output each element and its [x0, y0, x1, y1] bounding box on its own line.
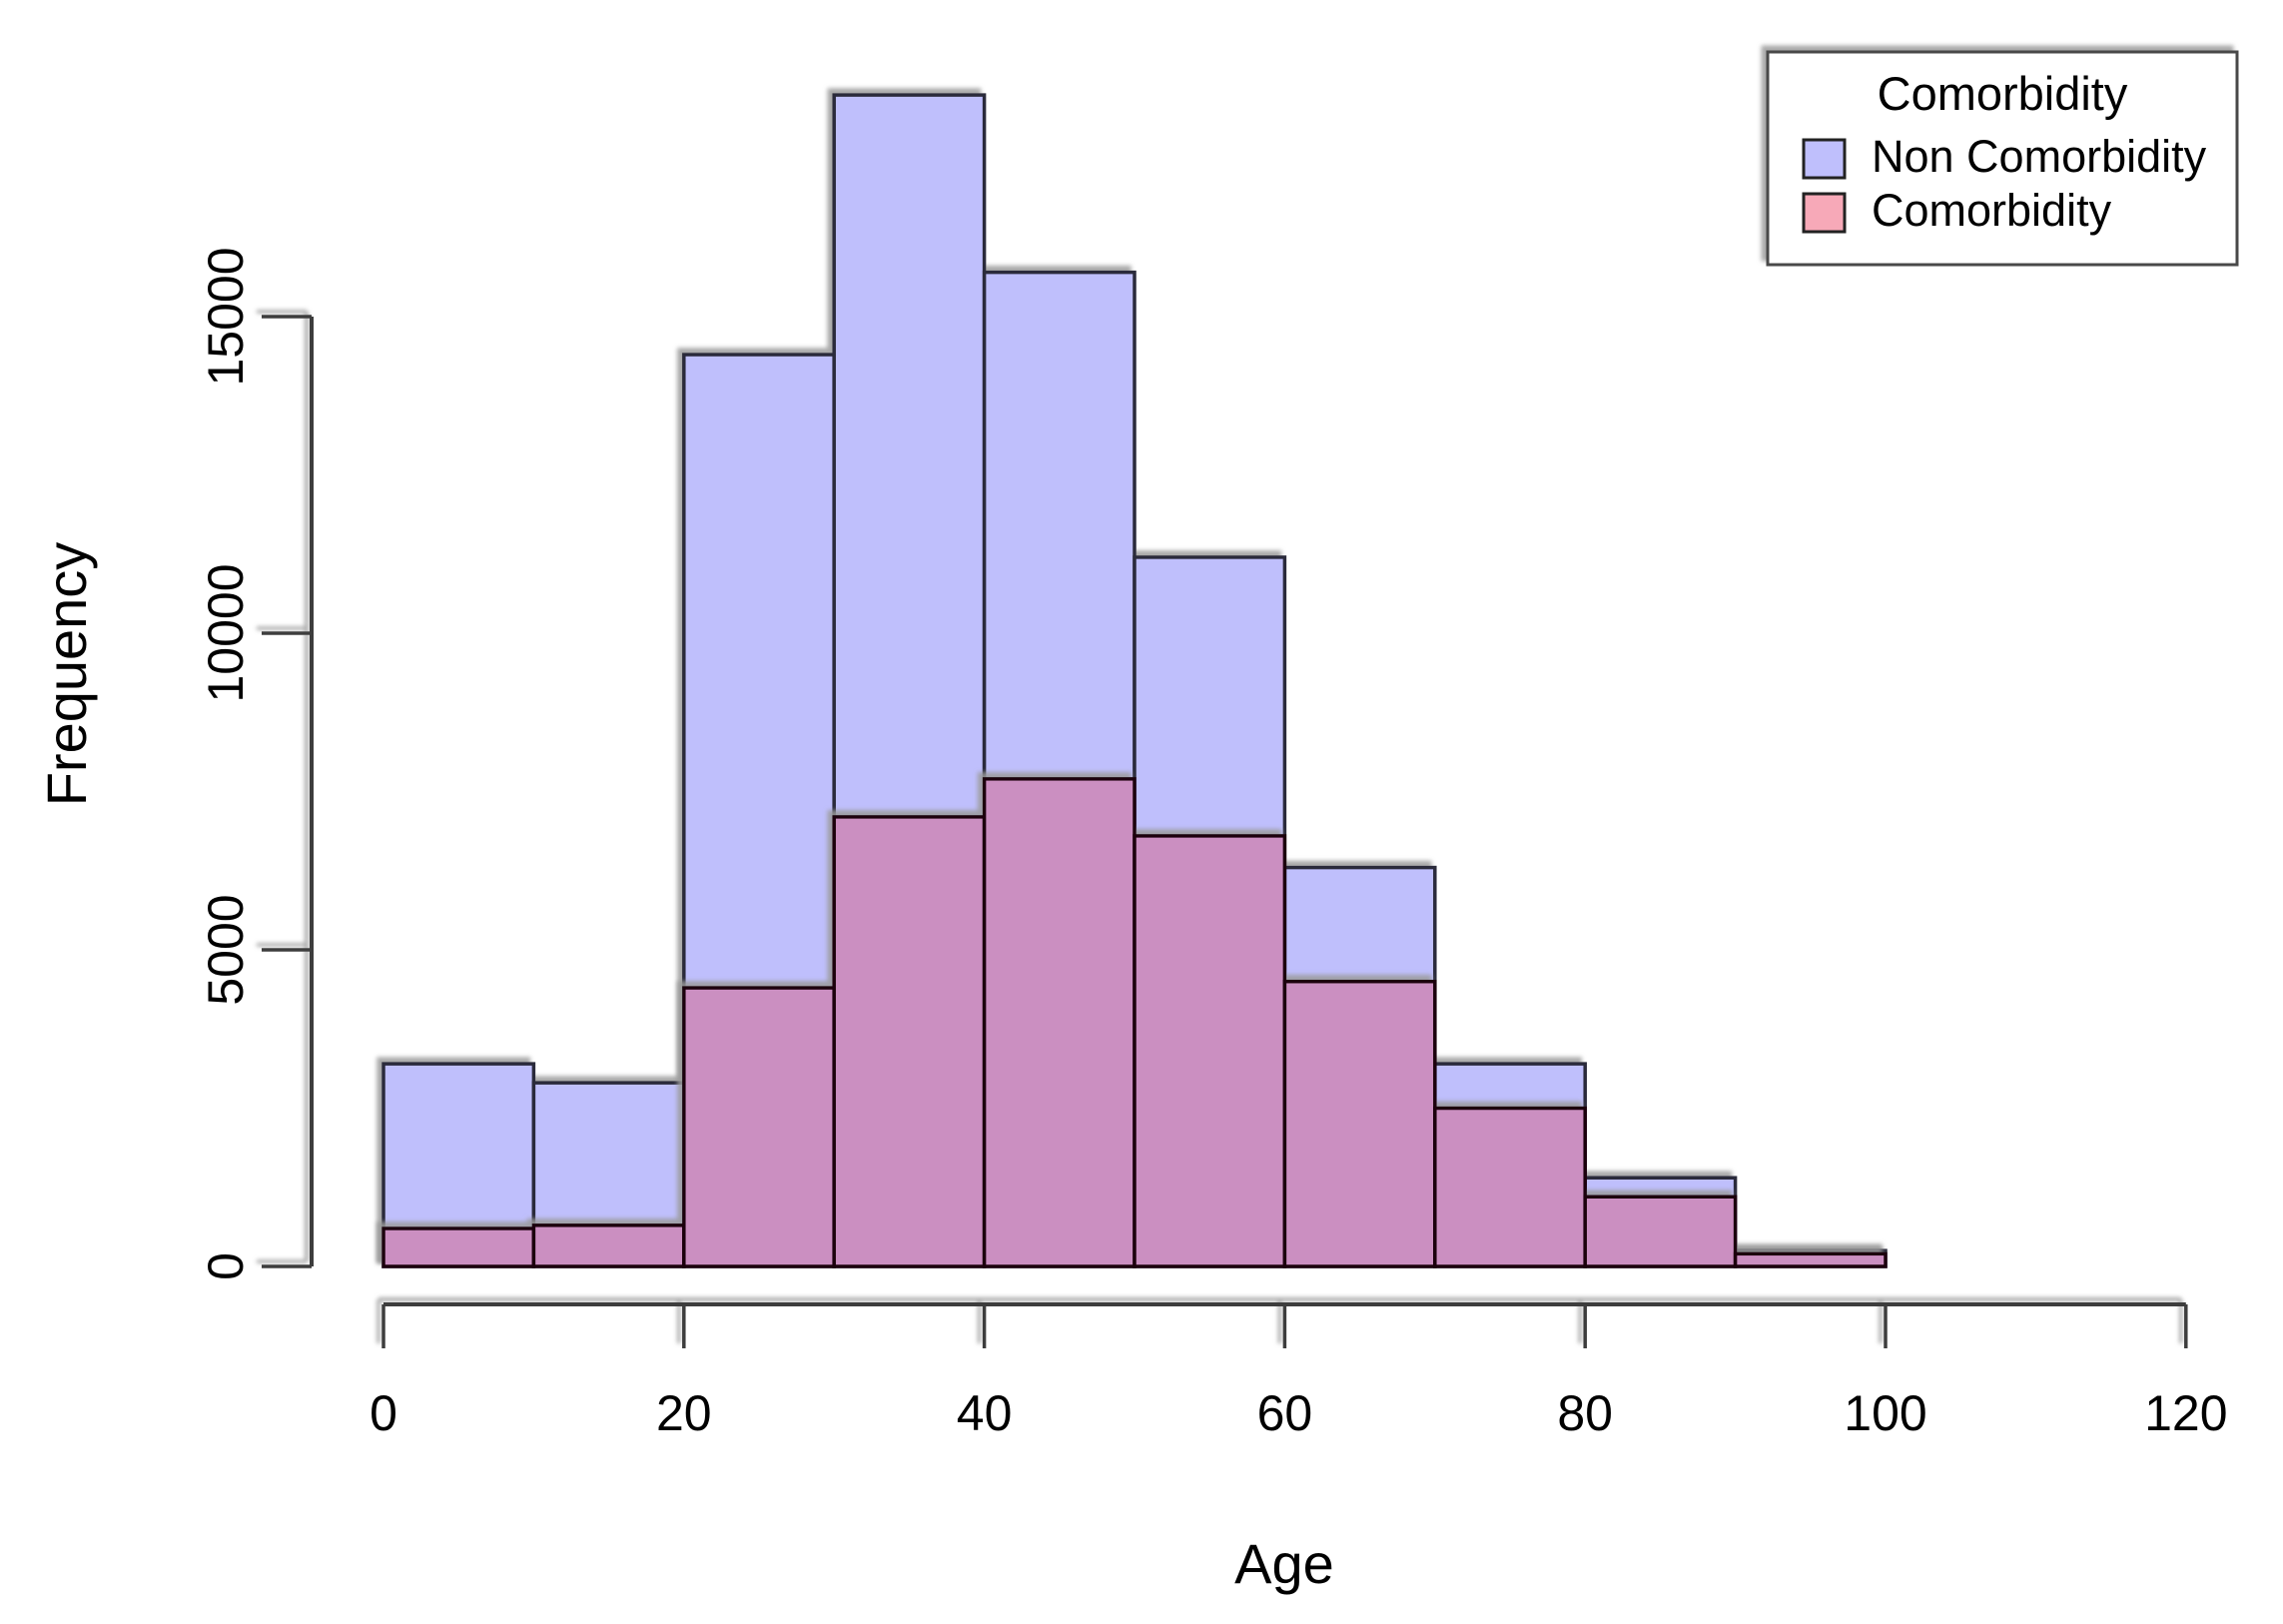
y-tick-label-5000: 5000 — [198, 894, 254, 1005]
histogram-bar-comorbidity-20-30 — [682, 986, 836, 1268]
x-tick-label-80: 80 — [1557, 1385, 1613, 1441]
legend-swatch-comorbidity — [1802, 192, 1847, 234]
y-tick-label-10000: 10000 — [198, 563, 254, 702]
y-tick-label-0: 0 — [198, 1252, 254, 1280]
x-tick-label-0: 0 — [370, 1385, 397, 1441]
x-tick-label-100: 100 — [1844, 1385, 1926, 1441]
histogram-bar-comorbidity-30-40 — [832, 815, 987, 1268]
histogram-bar-comorbidity-0-10 — [381, 1226, 536, 1268]
histogram-bar-comorbidity-10-20 — [531, 1223, 686, 1268]
legend-swatch-non-comorbidity — [1802, 138, 1847, 180]
x-tick-label-20: 20 — [656, 1385, 712, 1441]
legend-label-comorbidity: Comorbidity — [1872, 185, 2112, 236]
x-tick-label-60: 60 — [1257, 1385, 1313, 1441]
histogram-bar-comorbidity-60-70 — [1282, 979, 1437, 1268]
comorbidity-bars — [381, 777, 1888, 1268]
legend-label-non-comorbidity: Non Comorbidity — [1872, 131, 2207, 182]
y-tick-label-15000: 15000 — [198, 247, 254, 386]
legend: Comorbidity Non Comorbidity Comorbidity — [1766, 50, 2239, 267]
x-axis-title: Age — [1234, 1532, 1334, 1595]
histogram-bar-comorbidity-50-60 — [1133, 834, 1287, 1268]
y-axis-title: Frequency — [35, 542, 98, 807]
histogram-bar-comorbidity-70-80 — [1433, 1106, 1587, 1268]
axes — [262, 315, 2188, 1348]
histogram-bar-comorbidity-40-50 — [982, 777, 1137, 1268]
histogram-bar-comorbidity-90-100 — [1733, 1251, 1888, 1268]
legend-title: Comorbidity — [1878, 67, 2128, 120]
histogram-bar-comorbidity-80-90 — [1583, 1195, 1738, 1268]
x-tick-label-40: 40 — [957, 1385, 1013, 1441]
tick-labels: 0 5000 10000 15000 0 20 40 60 80 100 120 — [198, 247, 2227, 1441]
x-tick-label-120: 120 — [2144, 1385, 2227, 1441]
